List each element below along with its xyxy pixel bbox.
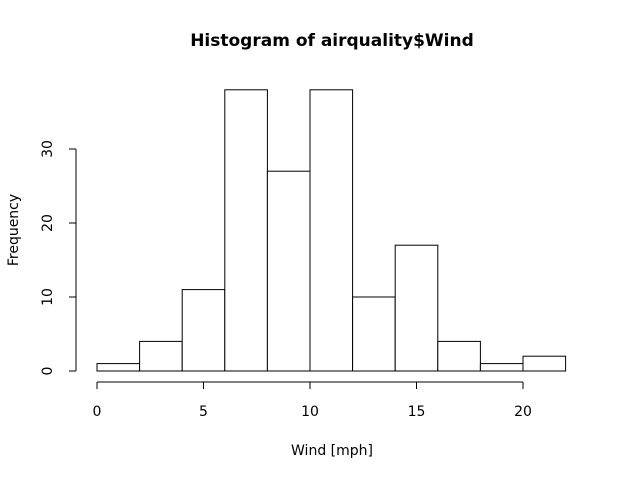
- y-tick-label: 30: [40, 140, 56, 158]
- histogram-bar-6: [352, 296, 396, 372]
- chart-title: Histogram of airquality$Wind: [190, 31, 474, 51]
- histogram-bar-1: [139, 340, 183, 372]
- y-tick-label: 10: [40, 288, 56, 306]
- x-tick-label: 5: [199, 404, 208, 420]
- y-tick-label: 20: [40, 214, 56, 232]
- histogram-bar-10: [522, 355, 567, 372]
- x-axis: 0 5 10 15 20: [93, 381, 532, 420]
- histogram-bar-8: [437, 340, 481, 372]
- y-axis-label: Frequency: [6, 194, 22, 266]
- histogram-bar-5: [309, 89, 354, 372]
- histogram-bar-2: [181, 289, 226, 372]
- x-axis-label: Wind [mph]: [291, 443, 373, 459]
- x-tick-label: 20: [514, 404, 532, 420]
- x-tick-label: 10: [301, 404, 319, 420]
- histogram-bar-4: [266, 170, 311, 372]
- x-tick-label: 15: [408, 404, 426, 420]
- y-axis: 0 10 20 30: [40, 140, 77, 376]
- histogram-bar-7: [394, 244, 439, 372]
- bars-group: [96, 89, 567, 372]
- histogram-bar-0: [96, 363, 141, 372]
- histogram-bar-9: [479, 363, 524, 372]
- x-tick-label: 0: [93, 404, 102, 420]
- y-tick-label: 0: [40, 367, 56, 376]
- histogram-bar-3: [224, 89, 268, 372]
